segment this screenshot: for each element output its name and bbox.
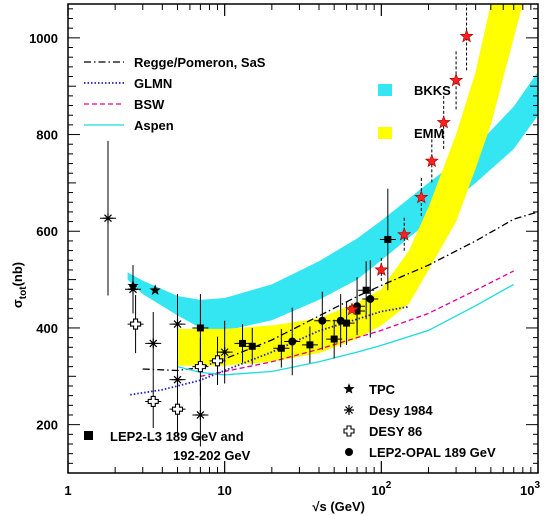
legend-l3-label-line1: LEP2-L3 189 GeV and (110, 429, 244, 444)
y-axis-title-main: σ (10, 299, 25, 308)
legend-bands: BKKS EMM (378, 83, 451, 141)
data-point (148, 338, 159, 349)
plot-frame (67, 3, 539, 474)
data-point (459, 29, 474, 43)
x-tick-base: 1 (64, 483, 71, 498)
legend-marker-desy-86 (343, 425, 355, 437)
data-point (424, 153, 439, 168)
legend-marker-tpc (343, 383, 355, 394)
data-point (172, 319, 183, 330)
legend-swatch-bkks (378, 84, 392, 96)
data-point (149, 284, 161, 296)
legend-label-glmn: GLMN (134, 76, 172, 91)
data-point (195, 409, 206, 420)
data-point (130, 318, 142, 330)
data-point (336, 316, 345, 325)
data-point (194, 361, 206, 373)
legend-marker-lep2-opal-189-gev (345, 448, 353, 456)
y-tick-label: 600 (36, 224, 58, 239)
data-point (172, 374, 183, 385)
x-tick-label: 10 (217, 483, 231, 498)
data-point (102, 213, 113, 224)
y-axis-title-sub: tot (18, 286, 29, 299)
dataset-stars (344, 4, 474, 316)
data-point (211, 355, 224, 367)
curve-bsw (200, 270, 514, 377)
x-tick-label: 103 (520, 480, 540, 498)
data-point (436, 115, 451, 129)
svg-text:σtot(nb): σtot(nb) (10, 262, 29, 308)
legend-label-bkks: BKKS (414, 83, 451, 98)
data-point (288, 337, 297, 346)
data-point (343, 319, 351, 327)
y-tick-label: 400 (36, 321, 58, 336)
data-point (414, 190, 429, 204)
y-tick-label: 200 (36, 418, 58, 433)
dataset-desy-1984 (99, 140, 233, 447)
legend-markers: TPC Desy 1984 DESY 86 LEP2-OPAL 189 GeV (343, 382, 496, 460)
data-point (384, 235, 392, 243)
data-point (374, 262, 389, 276)
x-tick-base: 10 (371, 483, 385, 498)
legend-label-regge-pomeron-sas: Regge/Pomeron, SaS (134, 55, 266, 70)
x-tick-label: 102 (371, 480, 391, 498)
x-tick-exponent: 2 (386, 480, 392, 491)
points-layer (99, 4, 474, 447)
bands-layer (127, 4, 538, 366)
legend-label-tpc: TPC (369, 382, 396, 397)
legend-swatch-emm (378, 127, 392, 139)
data-point (362, 286, 370, 294)
data-point (196, 324, 204, 332)
x-tick-label: 1 (64, 483, 71, 498)
band-bkks (127, 71, 538, 331)
dataset-desy-86 (127, 295, 226, 438)
curve-aspen (177, 283, 515, 376)
legend-lines: Regge/Pomeron, SaS GLMN BSW Aspen (84, 55, 266, 133)
y-axis-title: σtot(nb) (10, 262, 29, 308)
y-tick-label: 800 (36, 128, 58, 143)
data-point (128, 284, 139, 295)
data-point (344, 302, 360, 316)
data-point (397, 227, 412, 241)
x-tick-exponent: 3 (534, 480, 540, 491)
x-tick-base: 10 (217, 483, 231, 498)
y-tick-label: 1000 (29, 31, 58, 46)
data-point (449, 73, 464, 87)
data-point (248, 342, 256, 350)
data-point (330, 335, 338, 343)
data-point (219, 347, 230, 358)
x-tick-base: 10 (520, 483, 534, 498)
data-point (239, 339, 247, 347)
legend-label-desy-1984: Desy 1984 (369, 403, 433, 418)
legend-l3-marker (84, 431, 93, 440)
legend-label-emm: EMM (414, 126, 444, 141)
curve-glmn (130, 305, 410, 396)
legend-label-desy-86: DESY 86 (369, 424, 422, 439)
data-point (147, 395, 159, 407)
legend-marker-desy-1984 (344, 405, 354, 415)
legend-l3-label-line2: 192-202 GeV (173, 448, 251, 463)
data-point (277, 344, 285, 352)
x-axis-title: √s (GeV) (312, 499, 365, 514)
legend-l3: LEP2-L3 189 GeV and 192-202 GeV (84, 429, 251, 463)
legend-label-lep2-opal-189-gev: LEP2-OPAL 189 GeV (369, 445, 496, 460)
legend-label-aspen: Aspen (134, 118, 174, 133)
data-point (318, 316, 327, 325)
band-emm (177, 4, 523, 366)
y-axis-title-unit: (nb) (10, 262, 25, 287)
data-point (366, 294, 375, 303)
data-point (306, 341, 314, 349)
data-point (171, 403, 184, 415)
legend-label-bsw: BSW (134, 97, 165, 112)
